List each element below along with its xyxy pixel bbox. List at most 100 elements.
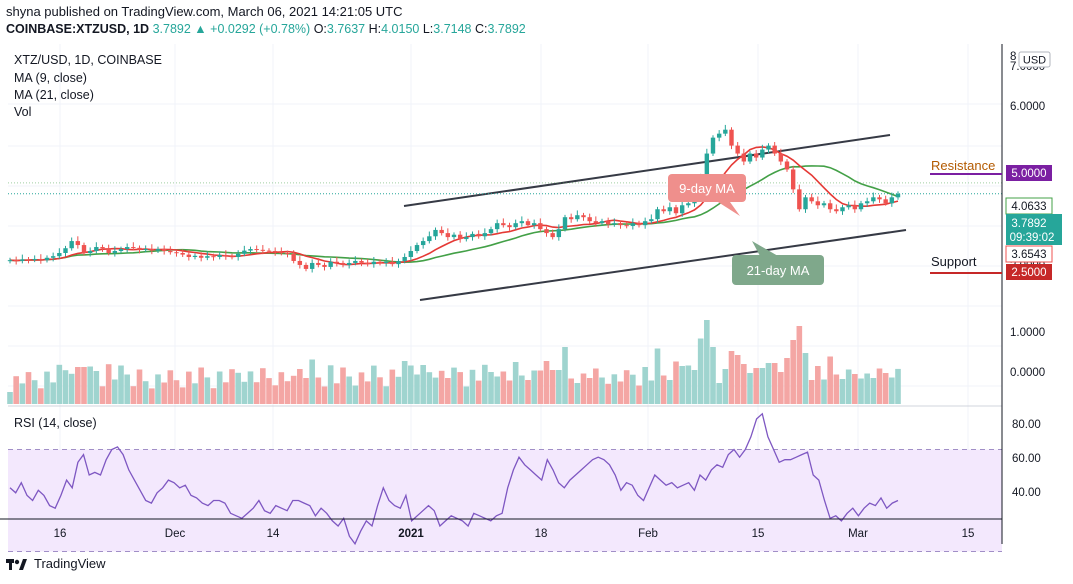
tradingview-logo-icon	[6, 557, 28, 571]
open-value: 3.7637	[326, 22, 366, 36]
legend-vol: Vol	[14, 105, 32, 119]
candle	[63, 248, 68, 254]
volume-bar	[679, 366, 685, 404]
candle	[118, 249, 124, 252]
candle	[94, 247, 99, 252]
candle	[895, 193, 901, 198]
candle	[328, 261, 333, 267]
candle	[544, 229, 549, 234]
candle	[760, 149, 765, 158]
candle	[137, 247, 142, 250]
open-label: O:	[313, 22, 327, 36]
price-tick-label: 0.0000	[1010, 367, 1045, 379]
volume-bar	[284, 381, 291, 404]
volume-bar	[272, 385, 278, 404]
candle	[285, 253, 290, 255]
price-tag-support: 2.5000	[1006, 264, 1052, 280]
candle	[710, 137, 716, 154]
candle	[803, 197, 808, 210]
volume-bar	[839, 379, 846, 404]
ma9-callout: 9-day MA	[668, 174, 746, 216]
candle	[168, 251, 173, 253]
candle	[211, 256, 216, 258]
price-change: +0.0292 (+0.78%)	[210, 22, 311, 36]
time-tick-label: Feb	[638, 528, 658, 540]
candle	[161, 249, 167, 252]
candle	[457, 234, 463, 240]
volume-bar	[475, 380, 482, 404]
candle	[747, 153, 753, 162]
candle	[439, 229, 444, 234]
volume-bar	[562, 347, 568, 404]
candle	[174, 252, 179, 254]
volume-bar	[685, 365, 692, 404]
volume-bar	[38, 388, 44, 404]
volume-bar	[648, 380, 655, 404]
candle	[661, 209, 666, 212]
ma21-callout: 21-day MA	[732, 241, 824, 285]
time-tick-label: 16	[54, 528, 67, 540]
volume-bar	[778, 372, 784, 404]
volume-bar	[605, 383, 611, 404]
candle	[254, 249, 259, 251]
volume-bar	[81, 367, 87, 404]
volume-bar	[278, 372, 285, 404]
candle	[488, 229, 494, 234]
volume-bar	[710, 347, 716, 404]
volume-bar	[845, 369, 852, 404]
candle	[587, 217, 592, 222]
currency-button[interactable]: USD	[1018, 51, 1051, 68]
volume-bar	[247, 371, 254, 404]
support-label: Support	[931, 254, 977, 269]
resistance-label: Resistance	[931, 158, 995, 173]
rsi-tick-label: 40.00	[1012, 487, 1041, 499]
last-price: 3.7892	[152, 22, 191, 36]
volume-bar	[327, 365, 334, 404]
candle	[790, 169, 796, 190]
price-chart[interactable]: 87.00006.00002.00001.00000.000080.0060.0…	[0, 44, 1073, 554]
candle	[840, 207, 845, 212]
volume-bar	[253, 382, 260, 404]
candle	[723, 129, 728, 134]
candle	[451, 234, 457, 238]
candle	[525, 221, 531, 226]
volume-bar	[593, 368, 599, 404]
volume-bar	[556, 370, 562, 404]
volume-bar	[420, 365, 426, 404]
candle	[100, 247, 105, 249]
volume-bar	[833, 374, 840, 404]
volume-bar	[321, 386, 328, 404]
candle	[217, 254, 222, 257]
volume-bar	[494, 376, 500, 404]
volume-bar	[636, 385, 642, 404]
volume-bar	[889, 377, 895, 404]
volume-bar	[660, 375, 667, 404]
volume-bar	[290, 375, 297, 404]
candle	[272, 251, 278, 253]
volume-bar	[13, 376, 19, 404]
ma21-line	[9, 165, 899, 264]
volume-bar	[346, 376, 352, 404]
svg-text:5.0000: 5.0000	[1011, 168, 1046, 180]
volume-bar	[500, 371, 507, 404]
rsi-legend: RSI (14, close)	[14, 416, 97, 430]
volume-bar	[704, 320, 710, 404]
volume-bar	[438, 370, 445, 404]
candle	[266, 250, 272, 252]
candle	[414, 245, 420, 252]
svg-text:3.6543: 3.6543	[1011, 249, 1046, 261]
trend-lines	[8, 134, 1002, 301]
volume-bar	[364, 381, 371, 404]
candle	[433, 229, 438, 237]
volume-bar	[734, 355, 741, 404]
volume-bar	[642, 367, 648, 404]
volume-bar	[432, 377, 439, 404]
candle	[303, 264, 309, 269]
volume-bar	[179, 387, 186, 404]
volume-bar	[697, 338, 704, 404]
volume-bar	[673, 361, 679, 404]
candle	[575, 215, 580, 220]
tradingview-logo[interactable]: TradingView	[6, 556, 106, 571]
volume-bar	[50, 382, 56, 404]
ma9-callout-pointer	[718, 202, 740, 216]
